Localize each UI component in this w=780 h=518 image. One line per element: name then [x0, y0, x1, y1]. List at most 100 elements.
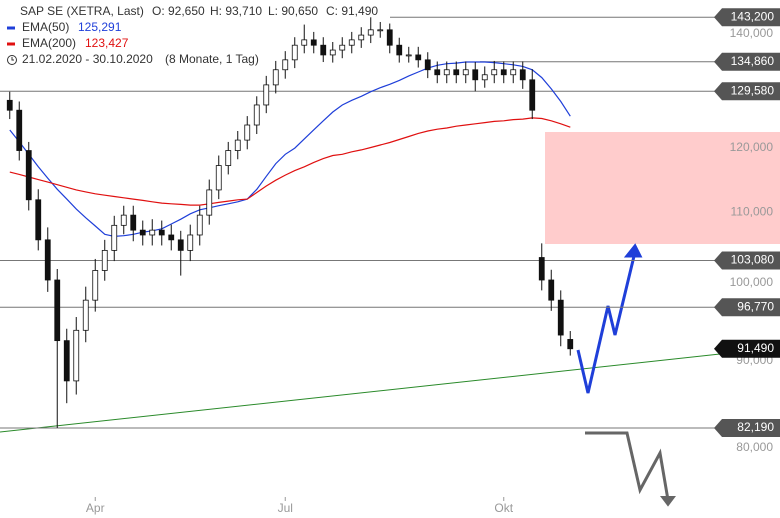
candle-body — [358, 34, 365, 41]
range-label: 21.02.2020 - 30.10.2020 — [22, 52, 153, 66]
levels — [0, 16, 722, 429]
candle-body — [519, 69, 526, 81]
candle-body — [215, 165, 222, 191]
candle-body — [291, 44, 298, 61]
candle-body — [481, 74, 488, 81]
x-tick-label: Apr — [86, 501, 105, 515]
header-open: O: 92,650 — [152, 4, 205, 18]
y-tick-label: 80,000 — [736, 440, 773, 454]
candle-body — [25, 150, 32, 201]
level-box — [714, 52, 780, 71]
candle-body — [301, 39, 308, 46]
level-label: 82,190 — [737, 420, 774, 434]
last-price-label: 91,490 — [737, 341, 774, 355]
level-box — [714, 251, 780, 270]
y-tick-label: 110,000 — [731, 205, 774, 219]
y-tick-label: 140,000 — [730, 26, 774, 40]
candle-body — [510, 69, 517, 76]
scenario-up-head — [623, 243, 643, 258]
candle-body — [73, 329, 80, 382]
candle-body — [310, 39, 317, 46]
candle-body — [339, 44, 346, 51]
candle-body — [54, 279, 61, 342]
candle-body — [434, 69, 441, 76]
y-tick-label: 120,000 — [730, 140, 774, 154]
x-tick-label: Jul — [278, 501, 293, 515]
candle-body — [263, 84, 270, 106]
scenario-up — [576, 251, 637, 394]
candle-body — [529, 79, 536, 111]
candle-body — [272, 69, 279, 86]
candle-body — [187, 234, 194, 251]
candle-body — [491, 69, 498, 76]
level-label: 143,200 — [731, 9, 775, 23]
legend-value: 125,291 — [78, 20, 122, 34]
candle-body — [557, 299, 564, 336]
candle-body — [44, 239, 51, 281]
clock-hand — [11, 57, 14, 61]
candle-body — [377, 29, 384, 32]
candle-body — [6, 99, 13, 111]
labels: SAP SE (XETRA, Last) O: 92,650 H: 93,710… — [7, 4, 780, 515]
candle-body — [472, 69, 479, 81]
header-low: L: 90,650 — [268, 4, 318, 18]
clock-icon — [7, 55, 17, 65]
scenario-down — [585, 431, 670, 501]
candle-body — [253, 104, 260, 126]
candle-body — [101, 249, 108, 271]
level-box — [714, 419, 780, 438]
candle-body — [206, 189, 213, 216]
candle-body — [149, 229, 156, 236]
legend-name: EMA(200) — [22, 36, 76, 50]
candle-body — [424, 59, 431, 71]
candle-body — [196, 214, 203, 236]
ema-line — [9, 61, 571, 238]
candle-body — [158, 229, 165, 236]
candle-body — [386, 29, 393, 46]
candle-body — [348, 39, 355, 46]
legend-name: EMA(50) — [22, 20, 69, 34]
candle-body — [443, 69, 450, 76]
candle-body — [16, 109, 23, 151]
candle-body — [234, 139, 241, 151]
candle-body — [63, 340, 70, 382]
last-price-box — [714, 339, 780, 358]
header-close: C: 91,490 — [326, 4, 378, 18]
candle-body — [282, 59, 289, 71]
candle-body — [168, 234, 175, 241]
candle-body — [405, 54, 412, 57]
x-tick-label: Okt — [494, 501, 513, 515]
level-label: 129,580 — [731, 83, 775, 97]
level-box — [714, 82, 780, 101]
candle-body — [111, 224, 118, 251]
level-label: 134,860 — [731, 54, 775, 68]
candle-body — [548, 279, 555, 301]
candle-body — [453, 69, 460, 76]
legend-value: 123,427 — [85, 36, 129, 50]
trend-line — [0, 353, 721, 433]
marks — [6, 17, 574, 429]
header-high: H: 93,710 — [210, 4, 262, 18]
candle-body — [462, 69, 469, 76]
candle-body — [130, 214, 137, 231]
candle-body — [320, 44, 327, 56]
title: SAP SE (XETRA, Last) — [20, 4, 144, 18]
level-label: 96,770 — [737, 299, 774, 313]
scenario-down-head — [660, 496, 676, 507]
candle-body — [177, 239, 184, 251]
candle-body — [415, 54, 422, 61]
level-box — [714, 8, 780, 27]
range-note: (8 Monate, 1 Tag) — [165, 52, 259, 66]
candle-body — [92, 270, 99, 301]
candle-body — [329, 49, 336, 56]
candle-body — [82, 299, 89, 331]
target-zone — [545, 132, 780, 244]
candle-body — [120, 214, 127, 226]
level-box — [714, 298, 780, 317]
candle-body — [567, 339, 574, 350]
candle-body — [35, 199, 42, 241]
candle-body — [396, 44, 403, 56]
candle-body — [500, 69, 507, 76]
candle-body — [538, 257, 545, 281]
